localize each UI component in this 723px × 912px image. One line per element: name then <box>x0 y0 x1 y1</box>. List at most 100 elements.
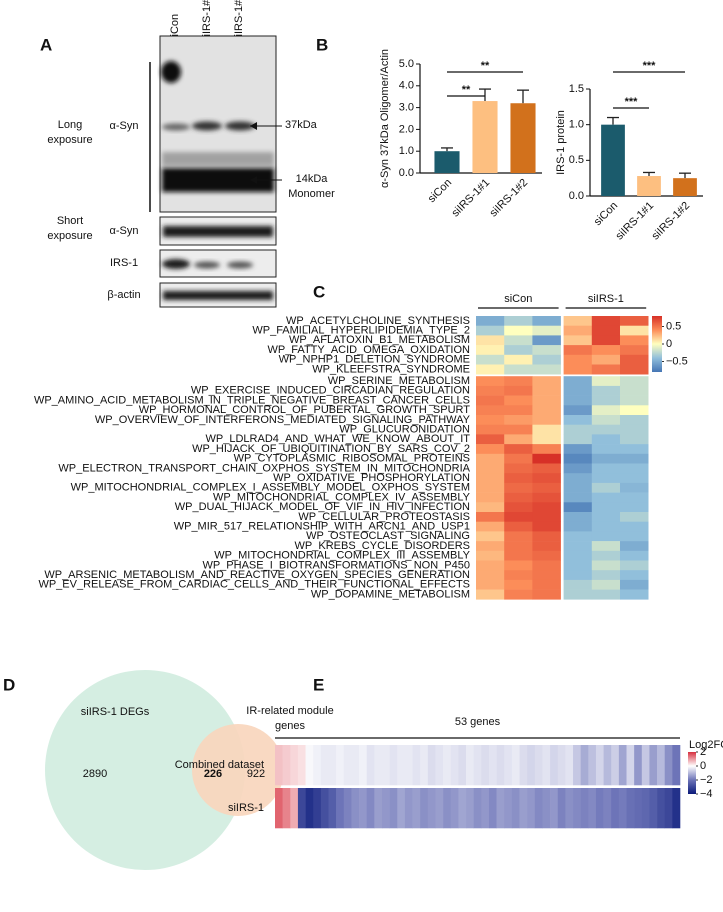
heat-cell <box>476 579 505 590</box>
bar <box>510 103 536 173</box>
arrow-head <box>250 176 257 184</box>
blot-label: β-actin <box>107 289 141 301</box>
blot-band <box>161 61 181 83</box>
heat-cell <box>591 325 621 336</box>
heat-cell <box>591 385 621 396</box>
heat-cell <box>504 415 533 425</box>
heat-cell <box>649 788 658 829</box>
heat-cell <box>532 560 561 571</box>
y-axis-label: α-Syn 37kDa Oligomer/Actin <box>379 49 391 188</box>
venn-set-label: IR-related module genes <box>246 705 334 732</box>
heat-cell <box>620 325 649 336</box>
heat-cell <box>591 345 621 356</box>
y-tick-label: 0.5 <box>569 154 584 166</box>
row-label: WP_DOPAMINE_METABOLISM <box>311 588 470 600</box>
row-label: WP_MITOCHONDRIAL_COMPLEX_IV_ASSEMBLY <box>213 491 471 503</box>
heat-cell <box>297 788 306 829</box>
colorbar-tick-label: −0.5 <box>666 355 688 367</box>
heat-cell <box>532 444 561 455</box>
heat-cell <box>504 376 533 387</box>
heat-cell <box>532 405 561 416</box>
x-tick-label: siIRS-1#2 <box>650 200 693 243</box>
row-label: WP_AMINO_ACID_METABOLISM_IN_TRIPLE_NEGAT… <box>34 394 470 406</box>
heat-cell <box>591 579 621 590</box>
y-axis-label: IRS-1 protein <box>555 110 567 175</box>
heat-cell <box>657 745 666 786</box>
heat-cell <box>563 424 593 435</box>
row-label: WP_LDLRAD4_AND_WHAT_WE_KNOW_ABOUT_IT <box>206 433 471 445</box>
heat-cell <box>664 745 673 786</box>
row-label: WP_EXERCISE_INDUCED_CIRCADIAN_REGULATION <box>191 385 470 397</box>
heat-cell <box>476 453 505 464</box>
row-label: WP_HIJACK_OF_UBIQUITINATION_BY_SARS_COV_… <box>192 443 470 455</box>
heat-cell <box>504 570 533 581</box>
heat-cell <box>580 745 589 786</box>
heat-cell <box>591 463 621 474</box>
row-label: WP_FAMILIAL_HYPERLIPIDEMIA_TYPE_2 <box>252 324 470 336</box>
heat-cell <box>504 473 533 484</box>
heat-cell <box>282 788 291 829</box>
blot-label: Short exposure <box>47 215 93 242</box>
heat-cell <box>397 788 406 829</box>
heat-cell <box>563 579 593 590</box>
bar <box>472 101 498 173</box>
heat-cell <box>504 531 533 542</box>
row-label: WP_MIR_517_RELATIONSHIP_WITH_ARCN1_AND_U… <box>174 520 470 532</box>
heat-cell <box>532 531 561 542</box>
heat-cell <box>336 745 345 786</box>
blot-band <box>163 291 273 300</box>
heat-cell <box>626 788 635 829</box>
heat-cell <box>359 788 367 829</box>
heat-cell <box>381 745 390 786</box>
heat-cell <box>511 788 520 829</box>
heat-cell <box>532 434 561 445</box>
row-label: WP_NPHP1_DELETION_SYNDROME <box>279 354 470 366</box>
heat-cell <box>620 335 649 346</box>
heat-cell <box>532 376 561 387</box>
heat-cell <box>620 385 649 396</box>
heat-cell <box>672 788 681 829</box>
row-label: WP_OXIDATIVE_PHOSPHORYLATION <box>273 472 470 484</box>
heat-cell <box>476 512 505 522</box>
heat-cell <box>620 473 649 484</box>
heat-cell <box>603 788 612 829</box>
heat-cell <box>563 521 593 532</box>
heat-cell <box>504 521 533 532</box>
row-label: WP_ARSENIC_METABOLISM_AND_REACTIVE_OXYGE… <box>44 569 470 581</box>
heat-cell <box>563 316 593 326</box>
heat-cell <box>620 463 649 474</box>
venn-count: 922 <box>246 768 266 780</box>
heat-cell <box>476 589 505 600</box>
heat-cell <box>563 364 593 375</box>
heat-cell <box>532 385 561 396</box>
heat-cell <box>563 345 593 356</box>
heat-cell <box>563 335 593 346</box>
group-label: siIRS-1 <box>588 293 624 305</box>
heat-cell <box>591 316 621 326</box>
heat-cell <box>565 745 574 786</box>
heat-cell <box>275 788 283 829</box>
venn-set-label: siIRS-1 DEGs <box>80 706 150 718</box>
heat-cell <box>595 788 604 829</box>
heat-cell <box>532 316 561 326</box>
row-label: WP_HORMONAL_CONTROL_OF_PUBERTAL_GROWTH_S… <box>139 404 471 416</box>
heat-cell <box>532 424 561 435</box>
heat-cell <box>488 788 497 829</box>
heat-cell <box>532 492 561 503</box>
heat-cell <box>565 788 574 829</box>
heat-cell <box>305 745 314 786</box>
heat-cell <box>366 788 375 829</box>
heat-cell <box>282 745 291 786</box>
heat-cell <box>328 788 337 829</box>
row-label: WP_KLEEFSTRA_SYNDROME <box>312 363 470 375</box>
bar <box>637 176 661 196</box>
heat-cell <box>591 473 621 484</box>
heat-cell <box>532 453 561 464</box>
heat-cell <box>649 745 658 786</box>
heat-cell <box>476 463 505 474</box>
heat-cell <box>563 550 593 561</box>
heat-cell <box>618 745 627 786</box>
heat-cell <box>591 482 621 493</box>
row-label: WP_OSTEOCLAST_SIGNALING <box>306 530 470 542</box>
